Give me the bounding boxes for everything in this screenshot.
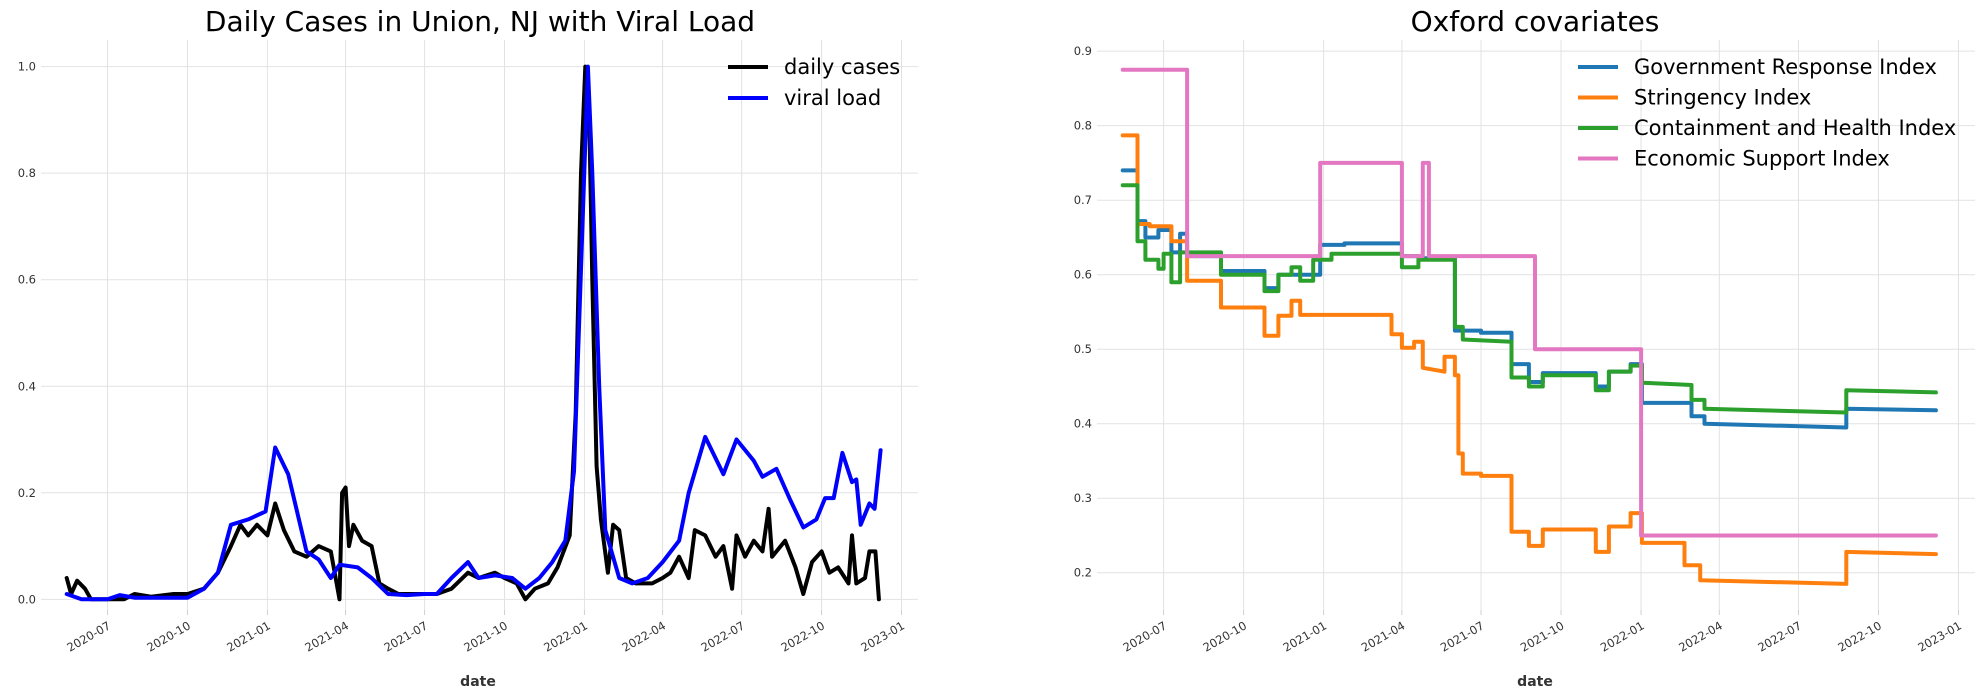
series-line-stringency-index: [1120, 133, 1938, 586]
y-tick-label: 0.4: [1074, 417, 1092, 431]
y-tick-label: 0.2: [1074, 566, 1092, 580]
y-tick-label: 0.5: [1074, 342, 1092, 356]
x-axis: 2020-07 2020-10 2021-01 2021-04 2021-07 2021-…: [64, 610, 907, 655]
x-tick-label: 2021-01: [1281, 618, 1330, 654]
x-tick-label: 2023-01: [1915, 618, 1964, 654]
x-tick-label: 2022-04: [1676, 618, 1725, 654]
legend: Government Response Index Stringency Inde…: [1578, 55, 1956, 171]
chart-title: Daily Cases in Union, NJ with Viral Load: [205, 5, 755, 38]
x-axis: 2020-07 2020-10 2021-01 2021-04 2021-07 2021-…: [1120, 610, 1964, 655]
x-tick-label: 2020-10: [1200, 618, 1249, 654]
x-tick-label: 2020-10: [144, 618, 193, 654]
y-tick-label: 0.0: [18, 592, 36, 606]
series-layer: [64, 64, 883, 602]
y-axis: 0.0 0.2 0.4 0.6 0.8 1.0: [18, 60, 45, 606]
series-line-government-response-index: [1120, 168, 1938, 430]
chart-oxford-covariates: Oxford covariates 0.20.30.40.50.60.70.80…: [1074, 5, 1975, 690]
y-tick-label: 0.4: [18, 379, 36, 393]
x-tick-label: 2022-07: [699, 618, 748, 654]
legend-label-containment-and-health-index: Containment and Health Index: [1634, 116, 1956, 140]
x-tick-label: 2022-07: [1755, 618, 1804, 654]
x-tick-label: 2021-10: [461, 618, 510, 654]
x-tick-label: 2021-04: [1359, 618, 1408, 654]
x-tick-label: 2021-01: [224, 618, 273, 654]
y-tick-label: 0.6: [18, 273, 36, 287]
y-tick-label: 0.7: [1074, 193, 1092, 207]
x-tick-label: 2022-10: [1835, 618, 1884, 654]
x-tick-label: 2023-01: [858, 618, 907, 654]
grid: [1101, 40, 1975, 610]
legend: daily cases viral load: [728, 55, 900, 110]
x-tick-label: 2021-07: [381, 618, 430, 654]
chart-daily-cases: Daily Cases in Union, NJ with Viral Load…: [18, 5, 918, 690]
x-tick-label: 2021-10: [1518, 618, 1567, 654]
y-tick-label: 0.9: [1074, 44, 1092, 58]
x-tick-label: 2020-07: [1120, 618, 1169, 654]
y-axis: 0.2 0.3 0.4 0.5 0.6 0.7 0.8 0.9: [1074, 44, 1101, 580]
x-axis-label: date: [1517, 674, 1553, 690]
y-tick-label: 0.3: [1074, 491, 1092, 505]
chart-title: Oxford covariates: [1411, 5, 1660, 38]
x-tick-label: 2020-07: [64, 618, 113, 654]
series-line-daily-cases: [64, 64, 881, 602]
x-tick-label: 2021-04: [302, 618, 351, 654]
series-line-economic-support-index: [1120, 67, 1938, 538]
y-tick-label: 0.8: [18, 166, 36, 180]
x-tick-label: 2022-04: [619, 618, 668, 654]
series-line-containment-and-health-index: [1120, 183, 1938, 415]
series-layer: [1120, 67, 1938, 586]
legend-label-government-response-index: Government Response Index: [1634, 55, 1937, 79]
legend-label-daily-cases: daily cases: [784, 55, 900, 79]
x-tick-label: 2021-07: [1438, 618, 1487, 654]
y-tick-label: 0.2: [18, 486, 36, 500]
legend-label-viral-load: viral load: [784, 86, 881, 110]
y-tick-label: 1.0: [18, 60, 36, 74]
legend-label-economic-support-index: Economic Support Index: [1634, 147, 1890, 171]
y-tick-label: 0.8: [1074, 119, 1092, 133]
x-tick-label: 2022-01: [1598, 618, 1647, 654]
series-line-viral-load: [64, 64, 883, 602]
y-tick-label: 0.6: [1074, 268, 1092, 282]
x-tick-label: 2022-10: [778, 618, 827, 654]
x-tick-label: 2022-01: [541, 618, 590, 654]
x-axis-label: date: [460, 674, 496, 690]
legend-label-stringency-index: Stringency Index: [1634, 86, 1811, 110]
grid: [45, 40, 918, 610]
